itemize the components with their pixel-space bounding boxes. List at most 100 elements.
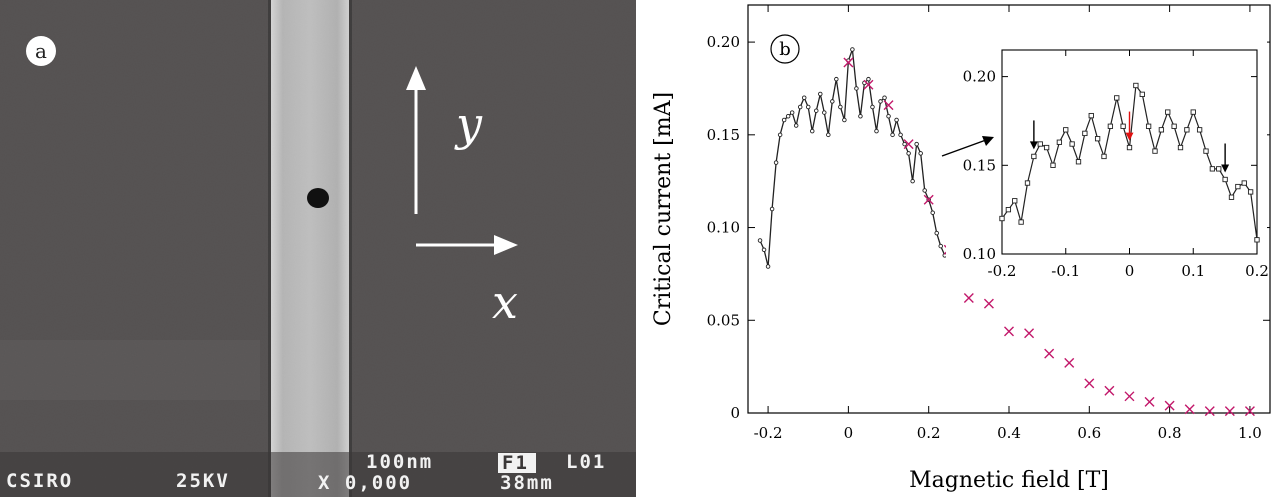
inset-data-point — [1043, 144, 1050, 151]
y-tick-label: 0.10 — [707, 219, 740, 237]
data-point — [918, 151, 923, 156]
data-point — [769, 206, 775, 212]
data-point — [910, 178, 915, 184]
inset-x-tick-label: 0.2 — [1245, 262, 1269, 280]
inset-data-point — [1037, 141, 1043, 147]
x-tick-label: 0.2 — [917, 424, 941, 442]
inset-data-point — [1254, 237, 1260, 243]
data-point — [822, 110, 827, 115]
nanowire-hole — [307, 188, 329, 208]
data-point — [838, 104, 843, 110]
data-point-x-marker — [1024, 328, 1035, 339]
inset-data-point — [1171, 123, 1177, 129]
inset-data-point — [1216, 166, 1222, 172]
data-point — [882, 95, 887, 100]
data-point — [894, 117, 899, 123]
inset-y-tick-label: 0.15 — [963, 156, 996, 174]
inset-data-point — [1031, 153, 1037, 160]
data-point — [934, 230, 939, 236]
inset-data-point — [1184, 127, 1190, 133]
data-point — [757, 238, 763, 243]
data-point — [809, 128, 815, 134]
sem-frame-label: F1 — [502, 452, 529, 474]
data-point — [781, 117, 787, 123]
y-axis-symbol: y — [454, 97, 483, 151]
data-point-x-marker — [1144, 396, 1155, 407]
sem-frame-box — [498, 453, 536, 473]
inset-data-point — [1133, 82, 1139, 89]
panel-b-badge — [770, 34, 800, 64]
data-point — [938, 243, 943, 249]
inset-y-tick-label: 0.20 — [963, 68, 996, 86]
inset-data-point — [1209, 166, 1216, 172]
inset-data-point — [1050, 162, 1056, 168]
data-point — [866, 76, 871, 82]
inset-data-point — [1094, 136, 1101, 142]
inset-x-tick-label: -0.1 — [1051, 262, 1080, 280]
y-tick-label: 0.20 — [707, 33, 740, 51]
inset-data-point — [1145, 123, 1152, 129]
inset-data-point — [1120, 123, 1126, 129]
inset-data-point — [1069, 141, 1075, 147]
inset-data-point — [1114, 95, 1120, 101]
data-point — [858, 114, 863, 119]
chart-panel: -0.2 0 0.2 0.4 0.6 0.8 1.0 0 0.05 0.10 0.15 0.20 Mag… — [636, 0, 1284, 497]
inset-data-point — [1228, 194, 1235, 200]
inset-data-point — [1005, 207, 1012, 213]
inset-arrow-head — [1029, 141, 1038, 150]
y-axis-label: Critical current [mA] — [651, 92, 676, 326]
inset-arrow-head — [1125, 132, 1134, 141]
data-point — [898, 132, 903, 138]
inset-x-tick-label: -0.2 — [988, 262, 1017, 280]
panel-a-label: a — [35, 39, 47, 63]
x-tick-label: 0 — [844, 424, 854, 442]
data-point — [818, 91, 823, 97]
data-point — [789, 110, 795, 115]
inset-data-point — [1203, 148, 1209, 154]
data-point — [785, 114, 791, 119]
data-point — [878, 99, 883, 104]
data-point-x-marker — [1184, 404, 1195, 415]
sem-distance-label: 38mm — [500, 472, 554, 494]
sem-voltage-label: 25KV — [176, 470, 230, 492]
x-axis-label: Magnetic field [T] — [909, 468, 1109, 493]
inset-x-tick-label: 0.1 — [1181, 262, 1205, 280]
inset-data-point — [1247, 189, 1254, 195]
sem-org-label: CSIRO — [6, 470, 73, 492]
inset-data-point — [1196, 127, 1203, 133]
critical-current-chart: -0.2 0 0.2 0.4 0.6 0.8 1.000.050.100.150.20Mag… — [651, 4, 1271, 493]
data-point-x-marker — [843, 57, 854, 68]
data-point — [854, 86, 859, 91]
inset-data-point — [1158, 127, 1165, 133]
inset-data-point — [1024, 180, 1031, 186]
x-axis-symbol: x — [492, 275, 518, 329]
data-point — [906, 151, 911, 156]
data-point — [801, 95, 807, 100]
data-point — [777, 132, 783, 138]
x-arrow-head — [494, 235, 518, 255]
sem-magnification-label: X 0,000 — [318, 472, 412, 494]
inset-data-point — [1088, 112, 1094, 119]
inset-data-point — [1075, 159, 1082, 165]
data-point — [830, 99, 835, 104]
data-point-x-marker — [1084, 378, 1095, 389]
inset-data-point — [1152, 148, 1158, 154]
sem-scale-label: 100nm — [366, 451, 433, 473]
data-point — [761, 247, 767, 253]
data-point — [930, 210, 935, 215]
inset-data-point — [1063, 127, 1069, 133]
inset-data-point — [1056, 139, 1063, 145]
data-point-x-marker — [1004, 326, 1014, 337]
data-point — [826, 132, 831, 138]
data-point — [842, 117, 847, 123]
data-point-x-marker — [923, 194, 934, 205]
data-point — [902, 141, 907, 147]
data-point — [773, 160, 779, 165]
inset-background — [946, 40, 1267, 284]
y-tick-label: 0.15 — [707, 126, 740, 144]
data-point — [914, 141, 919, 147]
data-point — [793, 123, 799, 128]
data-point-x-marker — [983, 298, 994, 309]
x-tick-label: 1.0 — [1238, 424, 1262, 442]
sem-line-label: L01 — [566, 451, 606, 473]
